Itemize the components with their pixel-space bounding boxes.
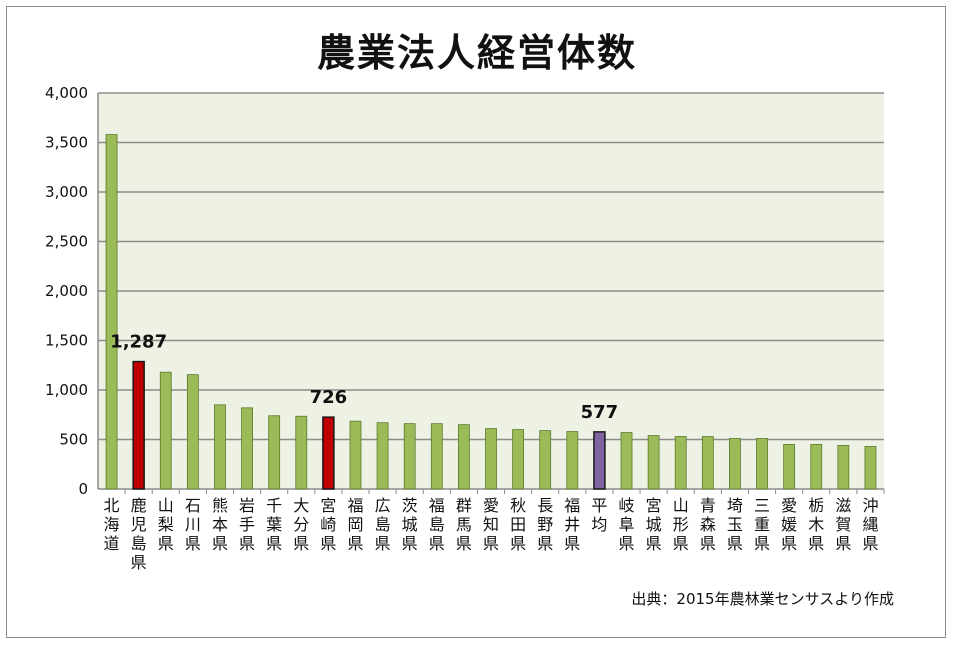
y-tick-label: 3,500	[45, 134, 88, 152]
bar	[485, 428, 497, 490]
x-tick-label: 愛媛県	[781, 496, 797, 553]
x-tick-label: 沖縄県	[862, 496, 878, 553]
x-tick-label: 岩手県	[239, 496, 255, 553]
bar	[837, 445, 850, 490]
data-label: 577	[581, 402, 619, 423]
x-tick-label: 福井県	[564, 496, 580, 553]
bar	[295, 415, 308, 490]
y-tick-label: 1,000	[45, 381, 88, 399]
bar	[674, 436, 687, 490]
x-tick-label: 鹿児島県	[131, 496, 147, 572]
x-tick-label: 岐阜県	[619, 496, 635, 553]
bar	[810, 444, 823, 490]
bar	[268, 415, 281, 490]
data-label: 1,287	[110, 332, 167, 353]
y-tick-label: 2,500	[45, 233, 88, 251]
bar	[214, 404, 226, 490]
bar	[701, 436, 714, 490]
x-tick-label: 広島県	[375, 496, 391, 553]
bar	[159, 371, 172, 490]
x-tick-label: 三重県	[754, 496, 770, 553]
x-tick-label: 長野県	[537, 496, 553, 553]
chart-title: 農業法人経営体数	[316, 31, 637, 75]
bar	[457, 424, 470, 490]
bar	[132, 360, 145, 490]
y-tick-label: 2,000	[45, 282, 88, 300]
bar	[186, 374, 199, 490]
bar	[403, 423, 416, 490]
bar	[539, 430, 552, 490]
bar	[512, 429, 525, 490]
y-tick-label: 1,500	[45, 332, 88, 350]
y-tick-label: 4,000	[45, 84, 88, 102]
x-tick-label: 石川県	[185, 496, 201, 553]
source-note: 出典：2015年農林業センサスより作成	[631, 590, 894, 608]
x-tick-label: 山形県	[673, 496, 689, 553]
bar	[756, 438, 768, 490]
x-tick-label: 秋田県	[510, 496, 526, 553]
x-tick-label: 宮城県	[646, 496, 662, 553]
y-tick-label: 500	[59, 431, 88, 449]
bar	[430, 423, 443, 490]
bar	[647, 435, 660, 490]
x-tick-label: 千葉県	[266, 496, 282, 553]
x-tick-label: 茨城県	[402, 496, 418, 553]
bar	[620, 432, 633, 490]
bar	[566, 431, 579, 490]
x-tick-label: 宮崎県	[320, 496, 336, 553]
bar	[783, 444, 796, 490]
y-tick-label: 0	[78, 480, 88, 498]
x-tick-label: 福岡県	[347, 496, 363, 553]
bar	[593, 431, 606, 490]
bar	[241, 407, 253, 490]
x-tick-label: 群馬県	[456, 496, 472, 553]
bar	[864, 446, 877, 490]
bar	[349, 420, 362, 490]
x-tick-label: 福島県	[429, 496, 445, 553]
x-tick-label: 北海道	[104, 496, 120, 553]
x-tick-label: 平均	[591, 496, 607, 534]
x-tick-label: 栃木県	[808, 496, 824, 553]
data-label: 726	[310, 387, 348, 408]
bar	[376, 422, 389, 490]
x-tick-label: 愛知県	[483, 496, 499, 553]
x-tick-label: 滋賀県	[835, 496, 851, 553]
bar	[729, 438, 741, 490]
bar	[322, 416, 335, 490]
y-tick-label: 3,000	[45, 183, 88, 201]
x-tick-label: 山梨県	[158, 496, 174, 553]
x-tick-label: 青森県	[700, 496, 716, 553]
x-tick-label: 埼玉県	[727, 496, 743, 553]
x-tick-label: 熊本県	[212, 496, 228, 553]
x-tick-label: 大分県	[293, 496, 309, 553]
bar	[105, 134, 118, 490]
